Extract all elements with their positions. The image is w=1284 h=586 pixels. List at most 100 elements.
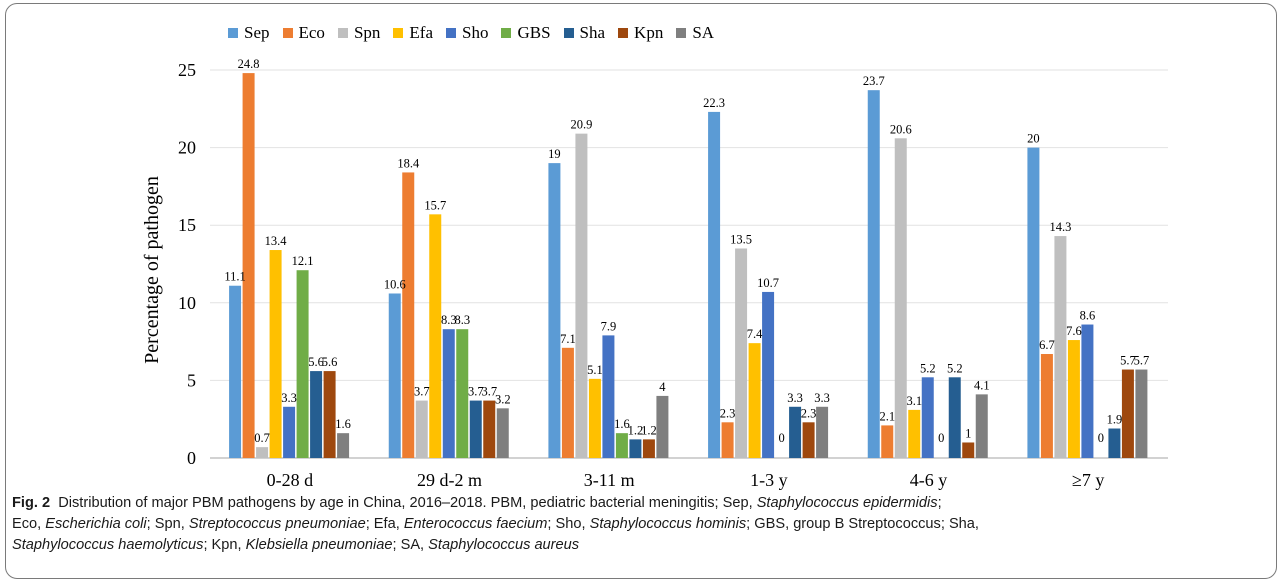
y-tick-label: 25 bbox=[178, 60, 196, 80]
bar-eco-4 bbox=[881, 425, 894, 458]
caption-species: Staphylococcus aureus bbox=[428, 537, 580, 553]
bar-sho-5 bbox=[1081, 324, 1094, 458]
bar-kpn-5 bbox=[1121, 369, 1134, 458]
bar-sep-4 bbox=[867, 90, 880, 459]
x-tick-label: 4-6 y bbox=[910, 470, 948, 490]
bar-kpn-4 bbox=[962, 442, 975, 458]
data-label: 1.6 bbox=[335, 417, 351, 431]
x-tick-label: 1-3 y bbox=[750, 470, 788, 490]
data-label: 1.2 bbox=[641, 423, 657, 437]
caption-species: Enterococcus faecium bbox=[403, 516, 548, 532]
legend-swatch bbox=[337, 28, 348, 38]
caption-text: ; SA, bbox=[392, 537, 429, 553]
bar-sho-4 bbox=[921, 377, 934, 458]
legend-label: Efa bbox=[409, 23, 433, 42]
data-label: 7.1 bbox=[560, 332, 576, 346]
data-label: 5.6 bbox=[308, 355, 324, 369]
bar-efa-0 bbox=[269, 250, 282, 458]
data-label: 20 bbox=[1027, 132, 1040, 146]
bar-spn-5 bbox=[1054, 236, 1067, 458]
figure-caption: Fig. 2 Distribution of major PBM pathoge… bbox=[12, 493, 1262, 556]
bar-sho-2 bbox=[602, 335, 615, 458]
legend-swatch bbox=[446, 28, 456, 38]
bar-gbs-1 bbox=[456, 329, 469, 458]
data-label: 5.2 bbox=[920, 361, 936, 375]
bar-eco-5 bbox=[1040, 354, 1053, 458]
bar-sa-5 bbox=[1135, 369, 1148, 458]
legend-label: Eco bbox=[298, 23, 325, 42]
data-label: 3.7 bbox=[414, 385, 430, 399]
bar-sha-1 bbox=[469, 400, 482, 458]
data-label: 3.2 bbox=[495, 392, 511, 406]
data-label: 8.3 bbox=[454, 313, 470, 327]
bar-sa-1 bbox=[496, 408, 509, 458]
caption-species: Escherichia coli bbox=[45, 516, 147, 532]
caption-text: ; bbox=[937, 495, 942, 511]
legend-swatch bbox=[618, 28, 629, 38]
bar-sha-2 bbox=[629, 439, 642, 458]
legend-swatch bbox=[393, 28, 404, 38]
data-label: 2.3 bbox=[720, 406, 736, 420]
data-label: 5.7 bbox=[1120, 354, 1136, 368]
bar-eco-2 bbox=[561, 347, 574, 458]
legend-swatch bbox=[676, 28, 687, 38]
bar-spn-1 bbox=[415, 400, 428, 458]
caption-species: Staphylococcus hominis bbox=[589, 516, 747, 532]
bar-sha-5 bbox=[1108, 428, 1121, 458]
data-label: 15.7 bbox=[424, 198, 446, 212]
data-label: 2.1 bbox=[879, 409, 895, 423]
data-label: 5.7 bbox=[1134, 354, 1150, 368]
data-label: 10.7 bbox=[757, 276, 779, 290]
bar-sho-1 bbox=[442, 329, 455, 458]
legend-item-eco: Eco bbox=[282, 23, 325, 43]
legend-label: GBS bbox=[517, 23, 551, 42]
data-label: 13.4 bbox=[265, 234, 288, 248]
legend-swatch bbox=[563, 28, 574, 38]
legend-label: Sep bbox=[244, 23, 270, 42]
bar-eco-1 bbox=[402, 172, 415, 458]
y-tick-label: 10 bbox=[178, 293, 196, 313]
data-label: 6.7 bbox=[1039, 338, 1055, 352]
y-axis-label: Percentage of pathogen bbox=[141, 176, 163, 364]
bar-sha-3 bbox=[789, 406, 802, 458]
legend-item-spn: Spn bbox=[337, 23, 380, 43]
legend-item-gbs: GBS bbox=[501, 23, 551, 43]
caption-line-2: Eco, Escherichia coli; Spn, Streptococcu… bbox=[12, 514, 1262, 535]
y-tick-label: 5 bbox=[187, 370, 196, 390]
data-label: 4 bbox=[659, 380, 666, 394]
x-tick-label: ≥7 y bbox=[1072, 470, 1104, 490]
y-tick-label: 15 bbox=[178, 215, 196, 235]
bar-efa-5 bbox=[1067, 340, 1080, 458]
legend-swatch bbox=[228, 28, 238, 38]
data-label: 8.6 bbox=[1080, 309, 1096, 323]
data-label: 14.3 bbox=[1049, 220, 1071, 234]
bar-gbs-2 bbox=[615, 433, 628, 458]
data-label: 12.1 bbox=[292, 254, 314, 268]
caption-text: Eco, bbox=[12, 516, 46, 532]
y-tick-label: 20 bbox=[178, 138, 196, 158]
caption-species: Klebsiella pneumoniae bbox=[245, 537, 393, 553]
bars bbox=[229, 73, 1148, 459]
data-label: 10.6 bbox=[384, 277, 406, 291]
data-label: 22.3 bbox=[703, 96, 725, 110]
legend-item-sa: SA bbox=[676, 23, 714, 43]
data-label: 19 bbox=[548, 147, 561, 161]
y-tick-label: 0 bbox=[187, 448, 196, 468]
data-label: 0 bbox=[1098, 431, 1104, 445]
data-label: 0 bbox=[938, 431, 944, 445]
data-label: 3.3 bbox=[814, 391, 830, 405]
bar-sa-4 bbox=[975, 394, 988, 458]
legend-swatch bbox=[501, 28, 512, 38]
gridlines bbox=[210, 69, 1168, 459]
data-label: 23.7 bbox=[863, 74, 885, 88]
bar-sho-0 bbox=[283, 406, 296, 458]
bar-spn-2 bbox=[575, 133, 588, 458]
bar-gbs-0 bbox=[296, 270, 309, 458]
bar-efa-1 bbox=[429, 214, 442, 458]
data-label: 3.3 bbox=[281, 391, 297, 405]
data-label: 13.5 bbox=[730, 232, 752, 246]
bar-sha-0 bbox=[310, 371, 323, 458]
data-label: 5.2 bbox=[947, 361, 963, 375]
data-label: 1 bbox=[965, 426, 971, 440]
